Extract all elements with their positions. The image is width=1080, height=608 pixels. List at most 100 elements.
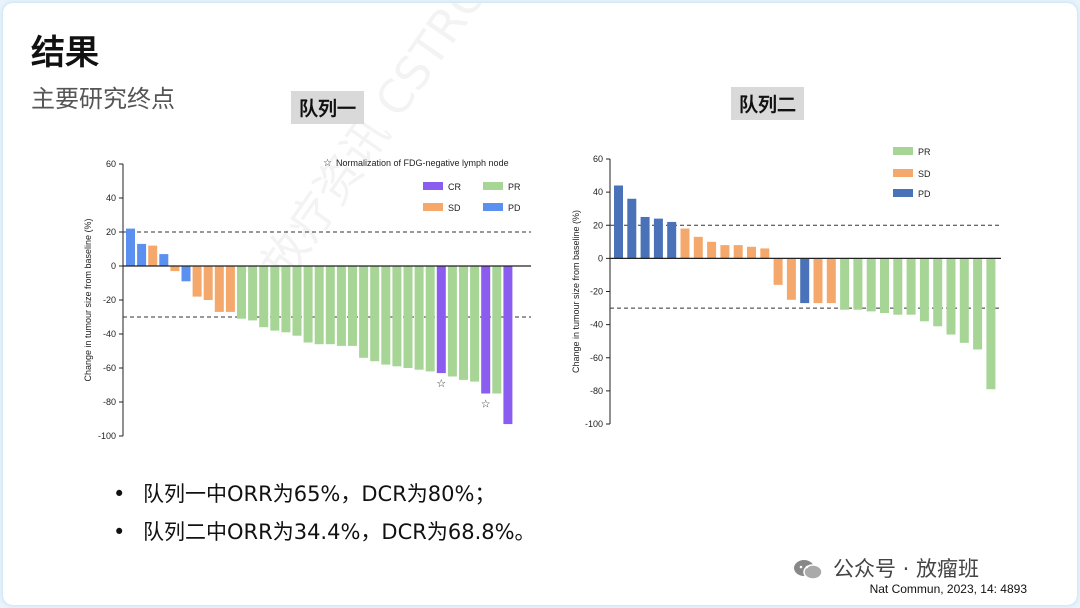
cohort2-bar <box>906 258 916 315</box>
cohort1-bar <box>425 266 435 372</box>
cohort1-legend-label: PD <box>508 203 521 213</box>
cohort2-bar <box>786 258 796 300</box>
cohort1-bar <box>459 266 468 380</box>
cohort2-bar <box>840 258 850 310</box>
cohort2-bar <box>707 241 717 259</box>
cohort2-bar <box>973 258 983 350</box>
cohort2-bar <box>986 258 996 390</box>
cohort2-bar <box>933 258 943 327</box>
cohort1-bar <box>237 266 246 319</box>
cohort1-bar <box>314 266 324 345</box>
cohort2-bar <box>826 258 836 304</box>
cohort1-bar <box>170 266 180 272</box>
cohort1-bar <box>481 266 491 394</box>
cohort1-y-tick-label: 0 <box>111 261 116 271</box>
cohort1-bar <box>348 266 357 346</box>
cohort1-bar <box>148 245 158 266</box>
cohort2-bar <box>946 258 956 335</box>
cohort1-bar <box>225 266 235 312</box>
cohort1-bar <box>292 266 302 336</box>
cohort1-y-tick-label: 20 <box>106 227 116 237</box>
cohort2-y-tick-label: -60 <box>590 353 603 363</box>
cohort2-y-tick-label: 0 <box>598 253 603 263</box>
cohort1-bar <box>414 266 424 370</box>
cohort2-y-tick-label: 40 <box>593 187 603 197</box>
slide-title: 结果 <box>31 33 99 73</box>
cohort2-legend-label: PD <box>918 189 931 199</box>
brand-text: 公众号 · 放瘤班 <box>833 557 980 581</box>
cohort2-y-tick-label: -80 <box>590 386 603 396</box>
cohort1-y-tick-label: 40 <box>106 193 116 203</box>
cohort2-waterfall-chart: 60 40 20 0 -20 -40 -60 -80 -100 Change in tumour … <box>571 147 1001 429</box>
cohort2-bar <box>813 258 823 304</box>
cohort2-legend-swatch <box>893 169 913 177</box>
cohort1-annotation-star-icon: ☆ <box>323 158 332 169</box>
cohort1-bar <box>181 266 191 282</box>
cohort1-label: 队列一 <box>291 91 365 124</box>
cohort2-y-tick-label: -20 <box>590 287 603 297</box>
cohort2-bar <box>880 258 889 314</box>
cohort2-y-tick-label: 60 <box>593 154 603 164</box>
cohort2-y-label: Change in tumour size from baseline (%) <box>571 210 581 373</box>
cohort2-bar <box>773 258 783 285</box>
cohort1-bar <box>281 266 291 333</box>
cohort1-y-tick-label: -40 <box>103 329 116 339</box>
cohort1-waterfall-chart: 60 40 20 0 -20 -40 -60 -80 -100 ☆ ☆ Change in tumou… <box>83 158 531 441</box>
cohort1-legend-swatch <box>483 182 503 190</box>
cohort1-bar <box>325 266 335 345</box>
cohort1-bar <box>381 266 391 365</box>
cohort2-label: 队列二 <box>731 87 805 120</box>
bullet-text: 队列二中ORR为34.4%，DCR为68.8%。 <box>143 520 536 544</box>
cohort2-legend-swatch <box>893 147 913 155</box>
cohort1-legend-swatch <box>423 203 443 211</box>
cohort2-bar <box>680 228 690 259</box>
cohort2-bar <box>747 246 756 259</box>
cohort2-bar <box>893 258 903 315</box>
cohort2-bar <box>733 245 743 259</box>
bullet-text: 队列一中ORR为65%，DCR为80%； <box>143 482 496 506</box>
cohort1-bar <box>214 266 224 312</box>
cohort2-y-tick-label: -100 <box>585 419 603 429</box>
cohort1-bar <box>370 266 380 362</box>
cohort1-legend-label: SD <box>448 203 461 213</box>
cohort2-bar <box>640 216 650 259</box>
cohort2-y-tick-label: -40 <box>590 320 603 330</box>
cohort2-bar <box>800 258 810 304</box>
cohort2-legend-label: PR <box>918 147 931 157</box>
cohort1-bar <box>403 266 413 368</box>
cohort1-bar <box>447 266 457 377</box>
cohort1-bar <box>336 266 346 346</box>
cohort1-bar <box>159 254 169 266</box>
cohort2-bar <box>919 258 929 322</box>
bullet-dot-icon: • <box>113 520 126 544</box>
cohort1-y-tick-label: -80 <box>103 397 116 407</box>
cohort1-star-icon: ☆ <box>481 398 491 411</box>
cohort1-bar <box>126 228 135 266</box>
cohort2-bar <box>614 185 623 259</box>
cohort1-bar <box>470 266 480 382</box>
bullet-dot-icon: • <box>113 482 126 506</box>
cohort1-legend-swatch <box>483 203 503 211</box>
cohort1-bar <box>270 266 280 331</box>
cohort1-legend-label: PR <box>508 182 521 192</box>
cohort2-bar <box>760 248 770 259</box>
cohort1-bar <box>503 266 513 425</box>
cohort1-bar <box>359 266 369 358</box>
cohort2-bar <box>693 236 703 259</box>
cohort2-legend-swatch <box>893 189 913 197</box>
brand: 公众号 · 放瘤班 <box>793 553 979 583</box>
slide-subtitle: 主要研究终点 <box>31 85 175 113</box>
cohort1-bar <box>248 266 258 321</box>
cohort1-bar <box>137 243 147 266</box>
cohort1-star-icon: ☆ <box>436 377 446 390</box>
cohort2-bar <box>959 258 969 343</box>
cohort1-y-tick-label: -60 <box>103 363 116 373</box>
cohort1-y-tick-label: -20 <box>103 295 116 305</box>
cohort2-bar <box>627 198 637 259</box>
cohort2-legend-label: SD <box>918 169 931 179</box>
cohort1-legend-label: CR <box>448 182 461 192</box>
cohort1-bar <box>192 266 202 297</box>
cohort1-bar <box>436 266 446 374</box>
bullet-item: • 队列二中ORR为34.4%，DCR为68.8%。 <box>113 513 536 551</box>
citation: Nat Commun, 2023, 14: 4893 <box>869 582 1027 596</box>
